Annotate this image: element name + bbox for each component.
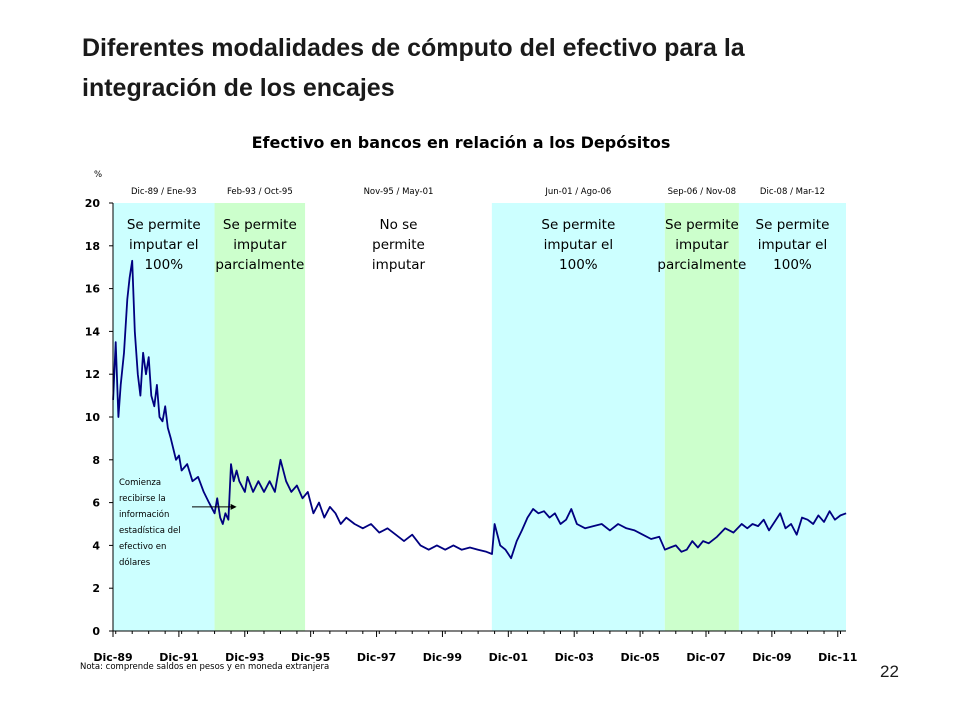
period-description-line: 100% bbox=[144, 257, 183, 273]
y-tick-label: 18 bbox=[85, 240, 100, 253]
x-axis-ticks bbox=[112, 631, 841, 637]
y-axis-tick-labels: 0 2 4 6 8 10 12 14 16 18 20 bbox=[85, 197, 101, 638]
period-description-line: imputar bbox=[675, 237, 729, 253]
y-tick-label: 6 bbox=[92, 497, 100, 510]
dollar-stats-annotation: Comienza recibirse la información estadísti… bbox=[119, 478, 237, 568]
series-line bbox=[112, 259, 847, 560]
period-band-2 bbox=[214, 203, 306, 631]
y-axis-ticks bbox=[109, 202, 113, 632]
y-tick-label: 10 bbox=[85, 411, 101, 424]
annotation-line: estadística del bbox=[119, 526, 181, 536]
period-range-labels: Dic-89 / Ene-93 Feb-93 / Oct-95 Nov-95 / M… bbox=[131, 187, 825, 197]
y-tick-label: 20 bbox=[85, 197, 101, 210]
annotation-line: dólares bbox=[119, 557, 151, 568]
annotation-line: efectivo en bbox=[119, 542, 166, 552]
period-description-line: imputar bbox=[233, 237, 287, 253]
slide-title-line-1: Diferentes modalidades de cómputo del ef… bbox=[82, 34, 745, 62]
y-tick-label: 8 bbox=[92, 454, 100, 467]
period-band-6 bbox=[738, 203, 846, 631]
y-axis-unit-label: % bbox=[94, 170, 102, 180]
period-description-line: 100% bbox=[773, 257, 812, 273]
period-description-line: Se permite bbox=[756, 217, 830, 233]
annotation-line: recibirse la bbox=[119, 494, 166, 504]
period-band-5 bbox=[664, 203, 739, 631]
y-tick-label: 16 bbox=[85, 283, 101, 296]
x-tick-label: Dic-89 bbox=[93, 651, 132, 664]
slide-title-line-2: integración de los encajes bbox=[82, 74, 395, 102]
period-range-label: Dic-89 / Ene-93 bbox=[131, 187, 197, 197]
y-tick-label: 0 bbox=[92, 625, 100, 638]
x-tick-label: Dic-99 bbox=[423, 651, 462, 664]
x-tick-label: Dic-01 bbox=[489, 651, 528, 664]
period-description-line: Se permite bbox=[223, 217, 297, 233]
x-tick-label: Dic-11 bbox=[818, 651, 857, 664]
annotation-arrow-head bbox=[230, 503, 237, 510]
y-tick-label: 2 bbox=[92, 582, 100, 595]
period-band-4 bbox=[491, 203, 665, 631]
y-tick-label: 12 bbox=[85, 368, 100, 381]
x-tick-label: Dic-07 bbox=[686, 651, 725, 664]
period-description-line: permite bbox=[372, 237, 425, 253]
annotation-line: información bbox=[119, 509, 169, 520]
period-description-line: parcialmente bbox=[657, 257, 746, 273]
x-tick-label: Dic-05 bbox=[620, 651, 659, 664]
period-band-3 bbox=[305, 203, 492, 631]
x-tick-label: Dic-09 bbox=[752, 651, 791, 664]
page-number: 22 bbox=[880, 662, 899, 681]
period-description-line: parcialmente bbox=[215, 257, 304, 273]
period-description-line: imputar bbox=[372, 257, 426, 273]
annotation-line: Comienza bbox=[119, 478, 161, 488]
chart-title: Efectivo en bancos en relación a los Dep… bbox=[252, 133, 671, 152]
period-description-line: Se permite bbox=[127, 217, 201, 233]
period-description-line: Se permite bbox=[541, 217, 615, 233]
period-description-line: No se bbox=[380, 217, 418, 233]
period-range-label: Nov-95 / May-01 bbox=[364, 187, 434, 197]
x-tick-label: Dic-93 bbox=[225, 651, 264, 664]
period-bands bbox=[113, 203, 846, 631]
y-tick-label: 14 bbox=[85, 325, 101, 338]
period-description-line: imputar el bbox=[544, 237, 614, 253]
period-range-label: Sep-06 / Nov-08 bbox=[668, 187, 736, 197]
chart-note: Nota: comprende saldos en pesos y en mon… bbox=[80, 662, 329, 672]
period-range-label: Feb-93 / Oct-95 bbox=[227, 187, 293, 197]
period-description-line: Se permite bbox=[665, 217, 739, 233]
period-range-label: Jun-01 / Ago-06 bbox=[544, 187, 611, 197]
period-descriptions: Se permite imputar el 100% Se permite imputa… bbox=[127, 217, 830, 273]
series-group bbox=[112, 259, 847, 560]
period-description-line: imputar el bbox=[129, 237, 199, 253]
y-tick-label: 4 bbox=[92, 539, 100, 552]
x-tick-label: Dic-03 bbox=[555, 651, 594, 664]
period-description-line: 100% bbox=[559, 257, 598, 273]
x-axis-tick-labels: Dic-89 Dic-91 Dic-93 Dic-95 Dic-97 Dic-99 Dic-… bbox=[93, 651, 857, 664]
x-tick-label: Dic-91 bbox=[159, 651, 198, 664]
period-description-line: imputar el bbox=[758, 237, 828, 253]
x-tick-label: Dic-95 bbox=[291, 651, 330, 664]
x-tick-label: Dic-97 bbox=[357, 651, 396, 664]
slide-title: Diferentes modalidades de cómputo del ef… bbox=[82, 28, 902, 108]
period-range-label: Dic-08 / Mar-12 bbox=[760, 187, 825, 197]
